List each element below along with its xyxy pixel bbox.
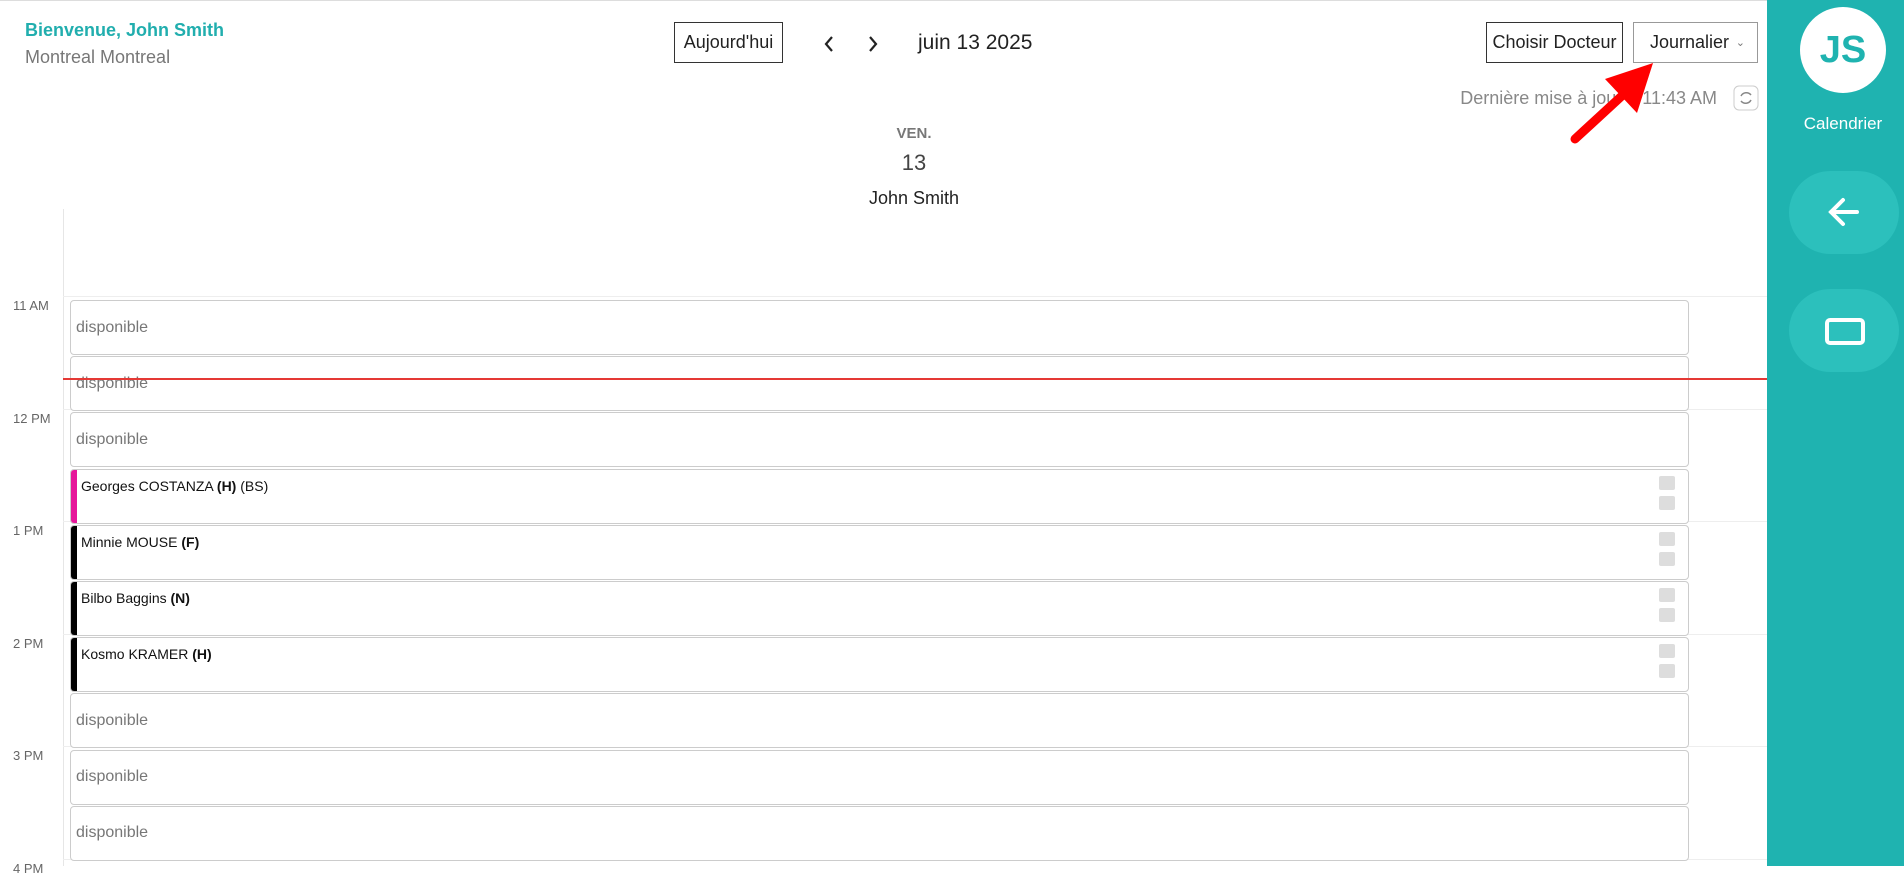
doctor-button[interactable]: Choisir Docteur xyxy=(1486,22,1623,63)
patient-code: (N) xyxy=(170,590,190,606)
repeat-icon[interactable] xyxy=(1659,608,1675,622)
time-label: 11 AM xyxy=(13,298,49,313)
slot-status: disponible xyxy=(76,318,149,336)
current-date: juin 13 2025 xyxy=(918,31,1033,54)
location: Montreal Montreal xyxy=(25,47,171,67)
time-label: 12 PM xyxy=(13,410,51,426)
back-button[interactable] xyxy=(1789,171,1899,254)
appointment[interactable]: Kosmo KRAMER (H) xyxy=(70,637,1689,693)
appointment[interactable]: Minnie MOUSE (F) xyxy=(70,524,1689,580)
status-bar xyxy=(71,638,77,692)
patient-info: Bilbo Baggins (N) xyxy=(81,590,190,606)
sidebar-label: Calendrier xyxy=(1803,114,1883,133)
time-label: 3 PM xyxy=(13,748,44,763)
repeat-icon[interactable] xyxy=(1659,664,1675,679)
today-button[interactable]: Aujourd'hui xyxy=(674,22,783,63)
last-update: Dernière mise à jour à 11:43 AM xyxy=(1460,88,1717,108)
next-arrow[interactable] xyxy=(869,36,878,52)
view-button[interactable] xyxy=(1789,289,1899,372)
patient-name: Minnie MOUSE xyxy=(81,533,178,550)
patient-name: Georges COSTANZA xyxy=(81,477,214,494)
status-bar xyxy=(71,582,77,635)
status-bar xyxy=(71,469,77,523)
time-label: 2 PM xyxy=(13,635,44,651)
doctor-name: John Smith xyxy=(868,188,960,208)
status-bar xyxy=(71,525,77,579)
welcome: Bienvenue, John Smith xyxy=(25,20,225,40)
avatar[interactable]: JS xyxy=(1800,7,1886,93)
available-slot[interactable]: disponible xyxy=(70,412,1689,468)
tablet-icon xyxy=(1825,318,1865,345)
patient-info: Kosmo KRAMER (H) xyxy=(81,646,212,662)
time-axis xyxy=(63,209,64,866)
top-border xyxy=(0,0,1904,1)
patient-code: (H) xyxy=(192,646,212,663)
view-select-label: Journalier xyxy=(1650,32,1730,52)
available-slot[interactable]: disponible xyxy=(70,693,1689,749)
hour-line xyxy=(63,296,1767,297)
appointment[interactable]: Georges COSTANZA (H) (BS) xyxy=(70,468,1689,524)
day-number: 13 xyxy=(901,150,927,175)
available-slot[interactable]: disponible xyxy=(70,300,1689,355)
time-label: 1 PM xyxy=(13,523,44,538)
slot-status: disponible xyxy=(76,711,149,729)
back-icon xyxy=(1828,198,1859,226)
available-slot[interactable]: disponible xyxy=(70,356,1689,412)
sidebar: JS Calendrier xyxy=(1767,0,1904,866)
patient-info: Minnie MOUSE (F) xyxy=(81,534,199,550)
patient-name: Kosmo KRAMER xyxy=(81,646,189,663)
weekday: VEN. xyxy=(896,125,932,142)
status-icon[interactable] xyxy=(1659,644,1675,659)
slot-status: disponible xyxy=(76,768,149,786)
patient-code: (F) xyxy=(181,533,200,550)
appointment[interactable]: Bilbo Baggins (N) xyxy=(70,581,1689,636)
status-icon[interactable] xyxy=(1659,588,1675,602)
patient-info: Georges COSTANZA (H) (BS) xyxy=(81,478,268,494)
refresh-button[interactable] xyxy=(1733,85,1759,111)
patient-extra: (BS) xyxy=(240,477,269,494)
time-label: 4 PM xyxy=(13,860,44,876)
status-icon[interactable] xyxy=(1659,531,1675,546)
status-icon[interactable] xyxy=(1659,475,1675,490)
prev-arrow[interactable] xyxy=(824,36,833,52)
slot-status: disponible xyxy=(76,824,149,842)
annotation-arrow xyxy=(1570,63,1653,144)
available-slot[interactable]: disponible xyxy=(70,749,1689,805)
nav-arrows xyxy=(824,36,878,52)
slot-status: disponible xyxy=(76,430,149,448)
patient-code: (H) xyxy=(216,477,237,494)
view-select[interactable]: Journalier ⌄ xyxy=(1633,22,1758,63)
repeat-icon[interactable] xyxy=(1659,495,1675,510)
current-time-line xyxy=(63,378,1767,380)
patient-name: Bilbo Baggins xyxy=(81,590,167,606)
available-slot[interactable]: disponible xyxy=(70,805,1689,861)
chevron: ⌄ xyxy=(1735,37,1745,49)
repeat-icon[interactable] xyxy=(1659,551,1675,566)
